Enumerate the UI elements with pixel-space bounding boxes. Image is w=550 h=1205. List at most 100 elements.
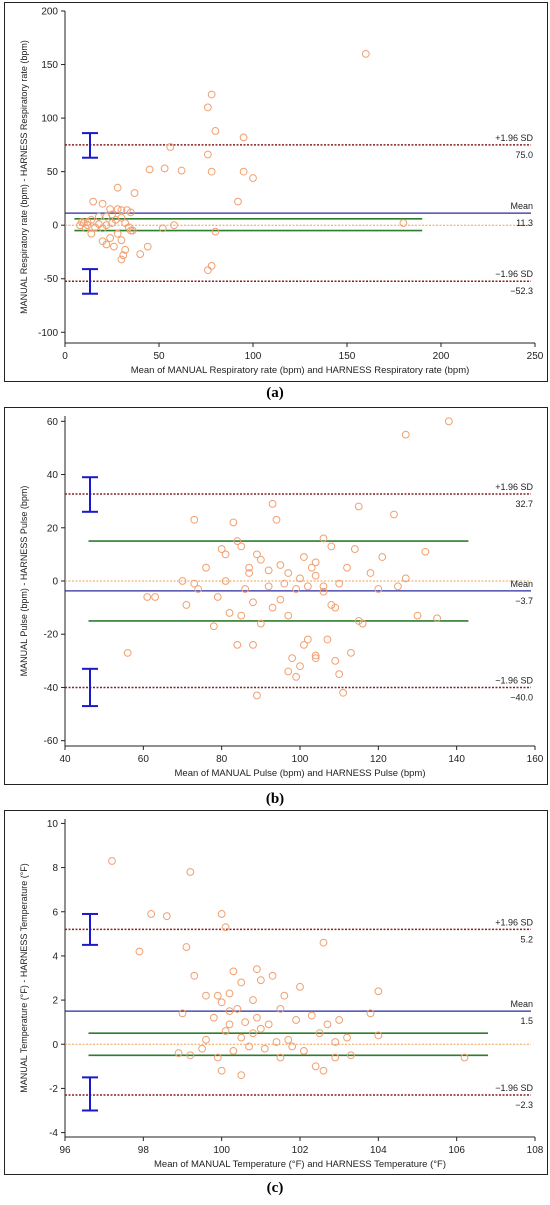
data-point [350, 545, 359, 553]
data-point [108, 857, 116, 865]
data-point [213, 593, 222, 601]
data-point [300, 553, 308, 561]
data-point [202, 991, 210, 1000]
data-point [296, 982, 304, 991]
data-point [233, 537, 242, 545]
data-point [296, 662, 304, 671]
data-point [245, 563, 253, 572]
data-point [413, 611, 422, 620]
data-point [311, 571, 320, 580]
data-point [113, 205, 122, 214]
y-tick-label: 200 [41, 7, 58, 18]
bland-altman-chart-temperature: -4 -2 0 2 4 6 8 10 96 98 100 102 104 106 108 Mean of MA… [19, 819, 544, 1170]
data-point [347, 648, 355, 657]
data-point [217, 998, 226, 1007]
data-point [319, 534, 328, 543]
data-point [190, 515, 199, 524]
lower-loa-label: −1.96 SD [495, 675, 533, 685]
data-point [264, 582, 273, 591]
data-point [160, 164, 169, 173]
data-point [213, 1053, 222, 1062]
data-point [343, 563, 351, 572]
data-point [162, 912, 171, 921]
data-point [113, 183, 122, 192]
y-tick-label: 40 [47, 470, 59, 481]
x-tick-label: 250 [527, 351, 544, 362]
data-point [207, 261, 216, 270]
x-tick-label: 102 [292, 1145, 309, 1156]
mean-value: 1.5 [520, 1016, 533, 1026]
x-tick-label: 98 [138, 1145, 150, 1156]
data-point [421, 547, 430, 556]
data-point [264, 1020, 273, 1029]
data-point [147, 910, 156, 918]
data-point [178, 577, 187, 585]
data-point [229, 1046, 238, 1055]
data-point [303, 582, 312, 591]
data-point [284, 667, 293, 676]
data-point [221, 577, 230, 585]
data-point [253, 550, 261, 559]
data-point [117, 255, 126, 264]
data-point [106, 205, 115, 214]
data-point [117, 206, 126, 215]
data-point [335, 670, 344, 679]
x-tick-label: 120 [370, 754, 387, 765]
data-point [323, 635, 332, 644]
data-point [399, 219, 408, 227]
upper-loa-label: +1.96 SD [495, 482, 533, 492]
x-tick-label: 60 [138, 754, 150, 765]
data-point [182, 601, 191, 609]
data-point [276, 1005, 285, 1013]
data-point [311, 651, 320, 660]
data-point [311, 558, 320, 567]
data-point [253, 691, 261, 700]
data-point [106, 234, 115, 242]
data-point [256, 619, 265, 628]
data-point [394, 582, 402, 591]
data-point [354, 502, 363, 511]
data-point [335, 579, 344, 588]
y-tick-label: -100 [38, 328, 58, 339]
lower-loa-value: −40.0 [510, 692, 533, 702]
y-tick-label: -60 [44, 736, 59, 747]
data-point [117, 236, 126, 245]
data-point [390, 510, 398, 519]
data-point [331, 1038, 340, 1046]
data-point [213, 991, 222, 1000]
data-point [237, 542, 246, 551]
y-tick-label: 8 [52, 863, 58, 874]
data-point [102, 240, 111, 249]
data-point [319, 938, 328, 947]
data-point [276, 595, 285, 604]
data-point [225, 1020, 234, 1029]
data-point [256, 976, 265, 985]
x-axis-label: Mean of MANUAL Temperature (°F) and HARN… [154, 1159, 446, 1170]
data-point [253, 965, 261, 974]
data-point [280, 579, 289, 588]
data-point [292, 672, 300, 681]
data-point [374, 585, 383, 593]
data-point [319, 582, 328, 591]
upper-loa-label: +1.96 SD [495, 917, 533, 927]
chart-panel-c: -4 -2 0 2 4 6 8 10 96 98 100 102 104 106 108 Mean of MA… [4, 810, 548, 1175]
data-point [123, 648, 132, 657]
y-tick-label: 60 [47, 417, 59, 428]
data-point [119, 251, 128, 260]
data-point [292, 585, 300, 593]
data-point [234, 197, 242, 206]
y-tick-label: -2 [49, 1084, 58, 1095]
data-point [288, 654, 297, 663]
data-point [361, 49, 370, 58]
data-point [433, 614, 441, 623]
x-tick-label: 140 [448, 754, 465, 765]
data-point [237, 1071, 246, 1080]
data-point [135, 947, 144, 956]
chart-panel-b: -60 -40 -20 0 20 40 60 40 60 80 100 120 140 160 Mean o… [4, 407, 548, 785]
x-tick-label: 50 [153, 351, 165, 362]
data-point [87, 215, 96, 224]
data-point [327, 542, 336, 551]
y-tick-label: 2 [52, 996, 58, 1007]
lower-loa-label: −1.96 SD [495, 1083, 533, 1093]
data-point [158, 224, 167, 233]
